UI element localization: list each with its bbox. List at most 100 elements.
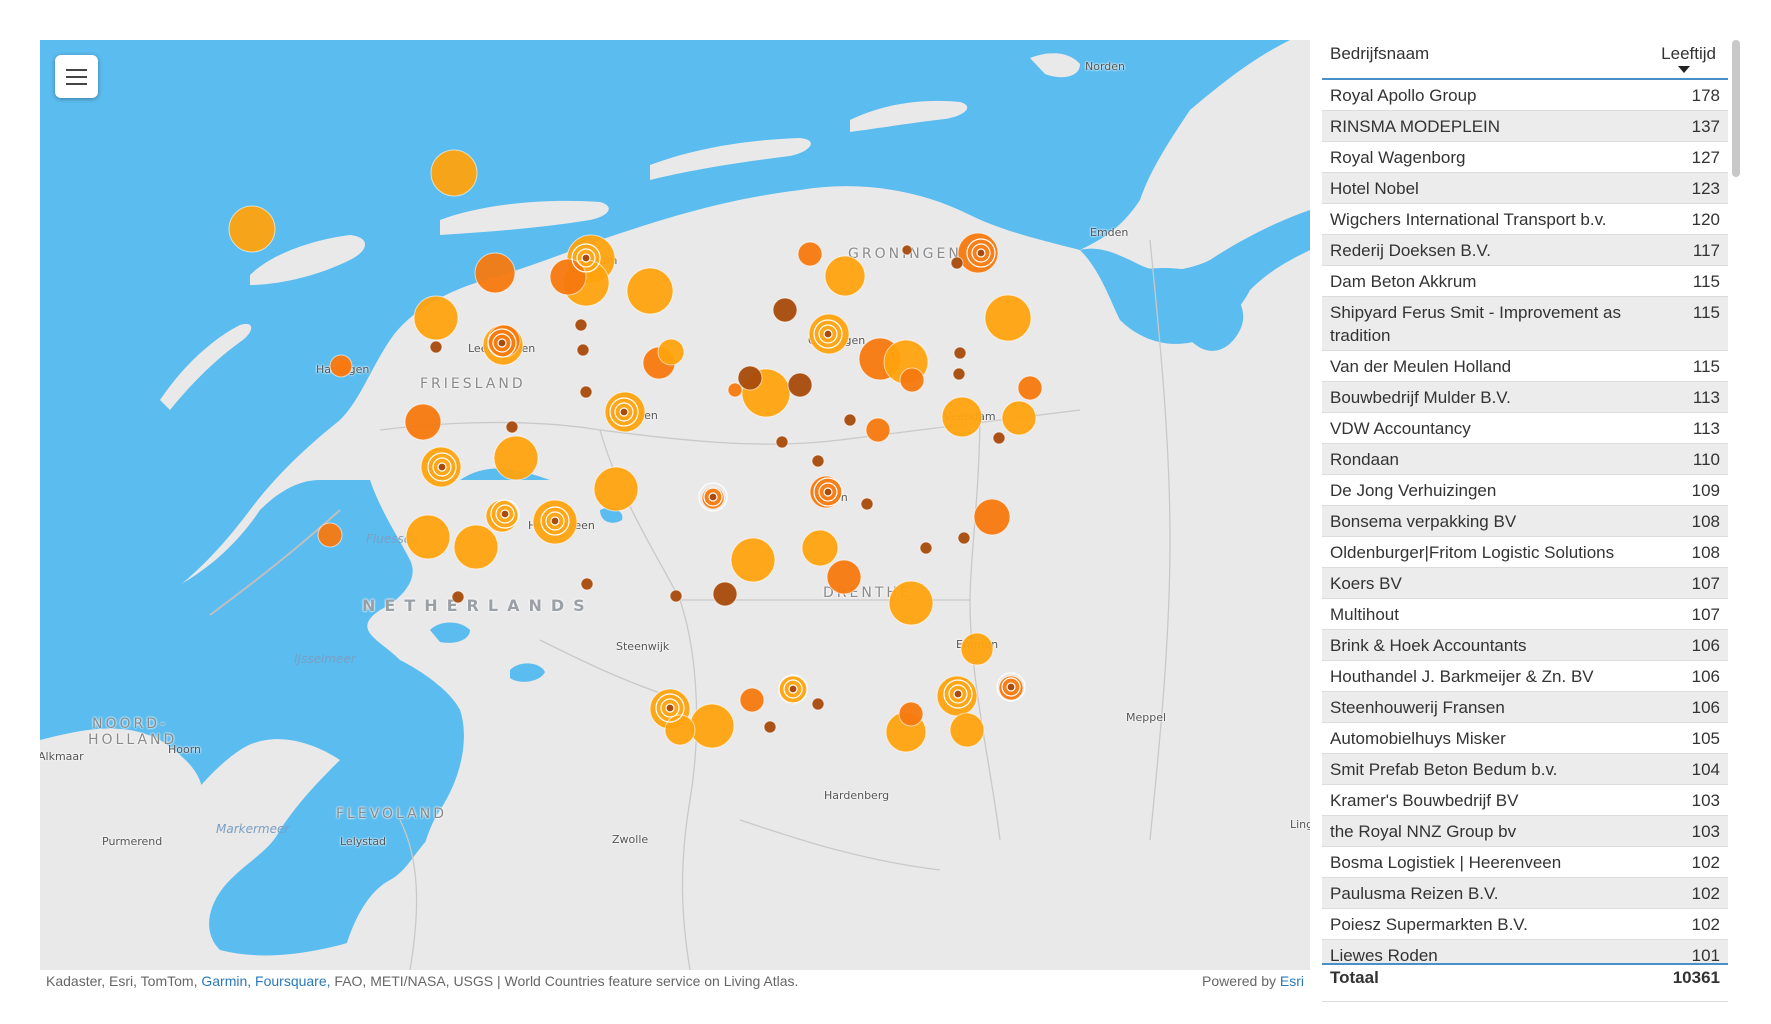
table-row[interactable]: Royal Apollo Group 178 <box>1322 80 1728 111</box>
company-bubble[interactable] <box>505 420 519 434</box>
column-header-bedrijfsnaam[interactable]: Bedrijfsnaam <box>1330 44 1430 63</box>
company-bubble[interactable] <box>579 385 593 399</box>
table-row[interactable]: Shipyard Ferus Smit - Improvement as tra… <box>1322 297 1728 351</box>
company-bubble[interactable] <box>689 703 735 749</box>
company-bubble[interactable] <box>737 365 763 391</box>
table-row[interactable]: Multihout 107 <box>1322 599 1728 630</box>
company-bubble[interactable] <box>898 701 924 727</box>
company-name-cell: RINSMA MODEPLEIN <box>1330 117 1501 136</box>
company-bubble[interactable] <box>899 367 925 393</box>
company-bubble[interactable] <box>801 529 839 567</box>
company-bubble[interactable] <box>973 498 1011 536</box>
company-bubble[interactable] <box>493 435 539 481</box>
company-bubble[interactable] <box>453 524 499 570</box>
company-bubble[interactable] <box>727 382 743 398</box>
dollard-water <box>1140 268 1244 351</box>
table-row[interactable]: the Royal NNZ Group bv 103 <box>1322 816 1728 847</box>
table-row[interactable]: Poiesz Supermarkten B.V. 102 <box>1322 909 1728 940</box>
texel-island <box>250 235 365 285</box>
company-bubble[interactable] <box>949 712 985 748</box>
table-row[interactable]: Koers BV 107 <box>1322 568 1728 599</box>
company-bubble[interactable] <box>775 435 789 449</box>
company-bubble[interactable] <box>888 580 934 626</box>
company-bubble[interactable] <box>429 340 443 354</box>
company-bubble[interactable] <box>957 531 971 545</box>
company-bubble[interactable] <box>787 372 813 398</box>
company-bubble[interactable] <box>626 267 674 315</box>
company-bubble[interactable] <box>657 338 685 366</box>
map-view[interactable]: NordenEmdenDokkumGRONINGENLeeuwardenGron… <box>40 40 1310 970</box>
company-bubble[interactable] <box>953 346 967 360</box>
company-bubble[interactable] <box>811 454 825 468</box>
table-row[interactable]: De Jong Verhuizingen 109 <box>1322 475 1728 506</box>
company-bubble[interactable] <box>405 514 451 560</box>
company-bubble[interactable] <box>329 354 353 378</box>
company-bubble[interactable] <box>669 589 683 603</box>
company-bubble[interactable] <box>1001 400 1037 436</box>
table-scrollbar[interactable] <box>1732 40 1740 177</box>
company-bubble[interactable] <box>413 295 459 341</box>
company-bubble[interactable] <box>824 255 866 297</box>
company-bubble[interactable] <box>549 258 587 296</box>
company-name-cell: Steenhouwerij Fransen <box>1330 698 1505 717</box>
company-bubble[interactable] <box>576 343 590 357</box>
company-bubble[interactable] <box>960 632 994 666</box>
esri-link[interactable]: Esri <box>1279 973 1304 989</box>
table-row[interactable]: Automobielhuys Misker 105 <box>1322 723 1728 754</box>
sort-descending-icon[interactable] <box>1678 66 1690 73</box>
company-bubble[interactable] <box>797 241 823 267</box>
place-label: Hardenberg <box>824 789 890 802</box>
column-header-leeftijd[interactable]: Leeftijd <box>1661 44 1716 63</box>
table-row[interactable]: Smit Prefab Beton Bedum b.v. 104 <box>1322 754 1728 785</box>
company-bubble[interactable] <box>730 537 776 583</box>
table-row[interactable]: Hotel Nobel 123 <box>1322 173 1728 204</box>
table-row[interactable]: Rondaan 110 <box>1322 444 1728 475</box>
company-bubble[interactable] <box>952 367 966 381</box>
company-bubble[interactable] <box>664 714 696 746</box>
company-bubble[interactable] <box>763 720 777 734</box>
table-row[interactable]: Bosma Logistiek | Heerenveen 102 <box>1322 847 1728 878</box>
table-row[interactable]: Steenhouwerij Fransen 106 <box>1322 692 1728 723</box>
company-bubble[interactable] <box>826 559 862 595</box>
company-bubble[interactable] <box>1017 375 1043 401</box>
company-bubble[interactable] <box>228 205 276 253</box>
company-bubble[interactable] <box>430 149 478 197</box>
company-bubble[interactable] <box>984 294 1032 342</box>
company-bubble[interactable] <box>404 403 442 441</box>
company-bubble[interactable] <box>901 244 913 256</box>
table-row[interactable]: Royal Wagenborg 127 <box>1322 142 1728 173</box>
table-row[interactable]: Bonsema verpakking BV 108 <box>1322 506 1728 537</box>
cluster-ring <box>971 243 991 263</box>
company-bubble[interactable] <box>574 318 588 332</box>
table-row[interactable]: Paulusma Reizen B.V. 102 <box>1322 878 1728 909</box>
company-bubble[interactable] <box>772 297 798 323</box>
company-bubble[interactable] <box>593 466 639 512</box>
company-bubble[interactable] <box>474 252 516 294</box>
company-bubble[interactable] <box>950 256 964 270</box>
table-row[interactable]: Wigchers International Transport b.v. 120 <box>1322 204 1728 235</box>
company-bubble[interactable] <box>941 396 983 438</box>
table-row[interactable]: Kramer's Bouwbedrijf BV 103 <box>1322 785 1728 816</box>
company-bubble[interactable] <box>992 431 1006 445</box>
table-row[interactable]: VDW Accountancy 113 <box>1322 413 1728 444</box>
table-row[interactable]: Van der Meulen Holland 115 <box>1322 351 1728 382</box>
company-bubble[interactable] <box>865 417 891 443</box>
company-bubble[interactable] <box>451 590 465 604</box>
age-cell: 123 <box>1691 179 1720 198</box>
company-bubble[interactable] <box>739 687 765 713</box>
table-row[interactable]: Rederij Doeksen B.V. 117 <box>1322 235 1728 266</box>
table-row[interactable]: Oldenburger|Fritom Logistic Solutions 108 <box>1322 537 1728 568</box>
company-bubble[interactable] <box>712 581 738 607</box>
company-bubble[interactable] <box>580 577 594 591</box>
company-bubble[interactable] <box>843 413 857 427</box>
table-row[interactable]: Dam Beton Akkrum 115 <box>1322 266 1728 297</box>
company-bubble[interactable] <box>317 522 343 548</box>
company-bubble[interactable] <box>919 541 933 555</box>
table-row[interactable]: RINSMA MODEPLEIN 137 <box>1322 111 1728 142</box>
table-row[interactable]: Bouwbedrijf Mulder B.V. 113 <box>1322 382 1728 413</box>
company-bubble[interactable] <box>860 497 874 511</box>
map-menu-button[interactable] <box>55 55 98 98</box>
company-bubble[interactable] <box>811 697 825 711</box>
table-row[interactable]: Houthandel J. Barkmeijer & Zn. BV 106 <box>1322 661 1728 692</box>
table-row[interactable]: Brink & Hoek Accountants 106 <box>1322 630 1728 661</box>
